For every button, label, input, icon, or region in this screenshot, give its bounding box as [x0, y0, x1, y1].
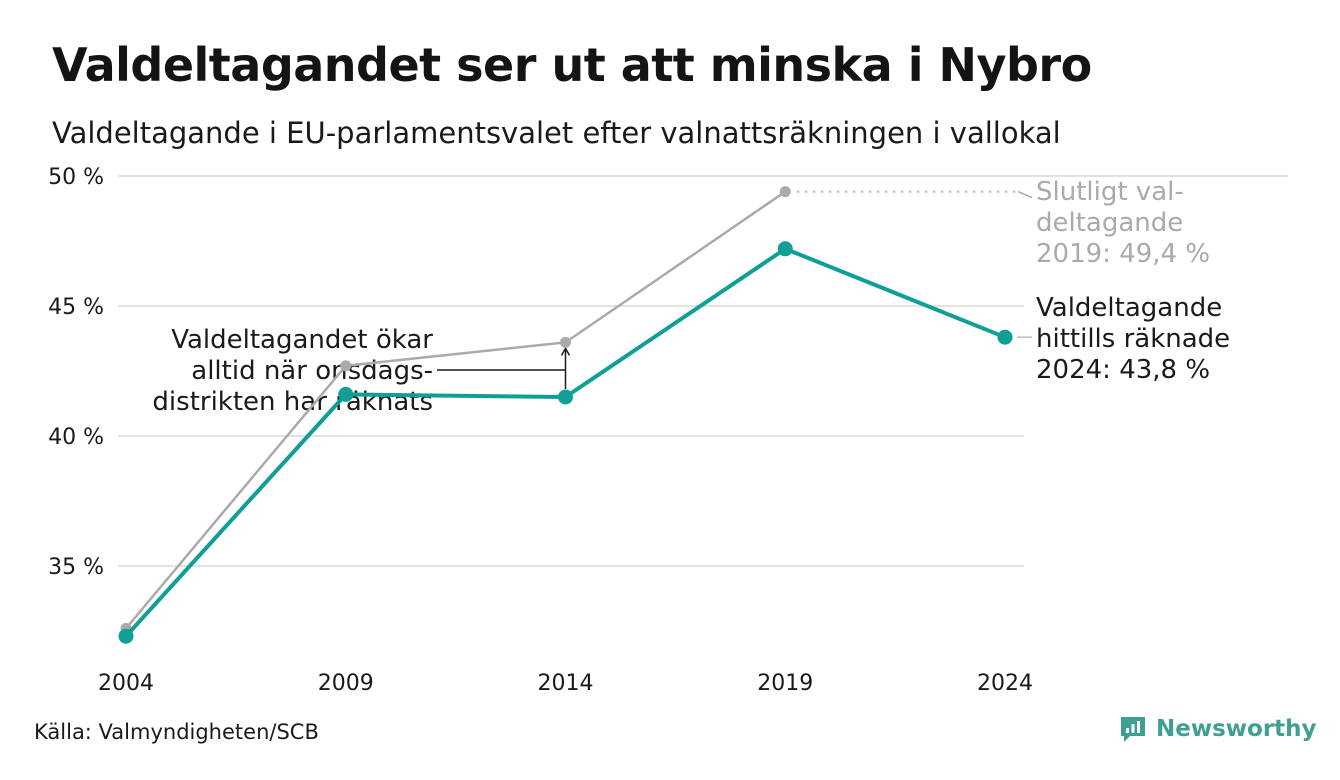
gap-arrow-head	[560, 346, 571, 356]
counted-2024-label-line: 2024: 43,8 %	[1036, 355, 1210, 385]
x-tick-label: 2019	[757, 671, 813, 696]
counted-2024-label-line: hittills räknade	[1036, 324, 1230, 354]
gap-annotation-line: Valdeltagandet ökar	[171, 325, 433, 355]
data-point-counted	[118, 628, 134, 644]
grid-lines	[118, 175, 1288, 567]
data-point-counted	[777, 241, 793, 257]
x-axis-tick-labels: 2004 2009 2014 2019 2024	[98, 671, 1033, 696]
final-2019-label: Slutligt val-deltagande 2019: 49,4 %	[1036, 177, 1210, 269]
series	[118, 186, 1013, 644]
final-2019-label-line: 2019: 49,4 %	[1036, 239, 1210, 269]
series-line-final	[125, 190, 786, 630]
data-point-counted	[558, 389, 573, 405]
final-2019-label-line: Slutligt val-	[1036, 177, 1184, 207]
line-chart: 35 % 40 % 45 % 50 % 2004 2009 2014 2019 2024 Sl…	[48, 165, 1288, 696]
source-note: Källa: Valmyndigheten/SCB	[34, 720, 319, 744]
y-tick-label: 35 %	[48, 555, 104, 580]
gap-annotation: Valdeltagandet ökar alltid när onsdags-di…	[152, 325, 433, 417]
x-tick-label: 2004	[98, 671, 154, 696]
gap-annotation-line: distrikten har räknats	[152, 387, 433, 417]
data-point-counted	[338, 386, 354, 402]
data-point-final	[340, 360, 352, 372]
annotations: Slutligt val-deltagande 2019: 49,4 % Valde…	[152, 177, 1230, 417]
final-2019-leader-tick	[1017, 190, 1033, 199]
chart-title: Valdeltagandet ser ut att minska i Nybro	[52, 38, 1092, 92]
chart-subtitle: Valdeltagande i EU-parlamentsvalet efter…	[52, 116, 1061, 150]
x-tick-label: 2014	[538, 671, 594, 696]
counted-2024-label-line: Valdeltagande	[1036, 293, 1222, 323]
x-tick-label: 2009	[318, 671, 374, 696]
y-tick-label: 50 %	[48, 165, 104, 190]
data-point-counted	[997, 329, 1013, 345]
counted-2024-label: Valdeltagande hittills räknade 2024: 43,8 …	[1036, 293, 1230, 385]
brand-logo[interactable]: Newsworthy	[1118, 714, 1317, 744]
data-point-final	[779, 186, 791, 198]
y-tick-label: 45 %	[48, 295, 104, 320]
y-tick-label: 40 %	[48, 425, 104, 450]
y-axis-tick-labels: 35 % 40 % 45 % 50 %	[48, 165, 104, 580]
newsworthy-logo-icon	[1121, 717, 1145, 742]
brand-name: Newsworthy	[1156, 716, 1317, 742]
final-2019-label-line: deltagande	[1036, 208, 1183, 238]
x-tick-label: 2024	[977, 671, 1033, 696]
data-point-final	[560, 336, 571, 348]
